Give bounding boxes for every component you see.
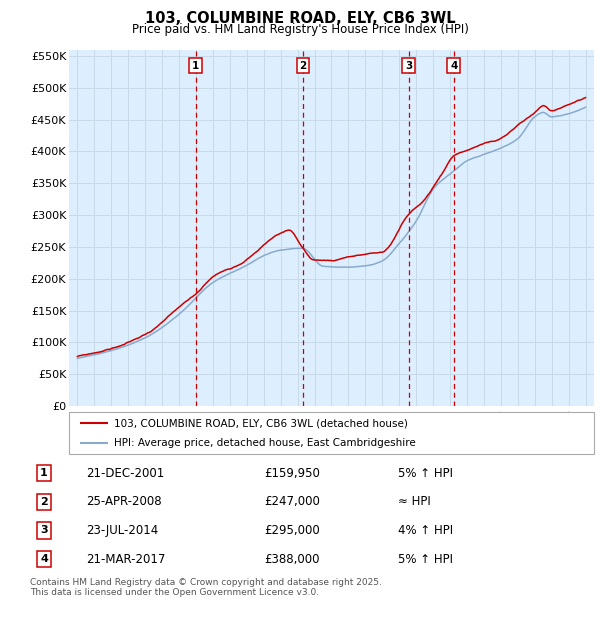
Text: 3: 3	[405, 61, 412, 71]
Text: 103, COLUMBINE ROAD, ELY, CB6 3WL (detached house): 103, COLUMBINE ROAD, ELY, CB6 3WL (detac…	[113, 418, 407, 428]
FancyBboxPatch shape	[69, 412, 594, 454]
Text: 1: 1	[192, 61, 199, 71]
Text: £388,000: £388,000	[265, 552, 320, 565]
Text: 1: 1	[40, 468, 48, 478]
Text: 21-MAR-2017: 21-MAR-2017	[86, 552, 165, 565]
Text: 5% ↑ HPI: 5% ↑ HPI	[398, 552, 453, 565]
Text: 103, COLUMBINE ROAD, ELY, CB6 3WL: 103, COLUMBINE ROAD, ELY, CB6 3WL	[145, 11, 455, 26]
Text: 25-APR-2008: 25-APR-2008	[86, 495, 161, 508]
Text: 3: 3	[40, 526, 48, 536]
Text: 4: 4	[450, 61, 457, 71]
Text: ≈ HPI: ≈ HPI	[398, 495, 431, 508]
Text: £159,950: £159,950	[265, 467, 320, 480]
Text: 4: 4	[40, 554, 48, 564]
Text: £295,000: £295,000	[265, 524, 320, 537]
Text: Contains HM Land Registry data © Crown copyright and database right 2025.
This d: Contains HM Land Registry data © Crown c…	[30, 578, 382, 597]
Text: 23-JUL-2014: 23-JUL-2014	[86, 524, 158, 537]
Text: 5% ↑ HPI: 5% ↑ HPI	[398, 467, 453, 480]
Text: 4% ↑ HPI: 4% ↑ HPI	[398, 524, 454, 537]
Text: 2: 2	[299, 61, 307, 71]
Text: HPI: Average price, detached house, East Cambridgeshire: HPI: Average price, detached house, East…	[113, 438, 415, 448]
Text: Price paid vs. HM Land Registry's House Price Index (HPI): Price paid vs. HM Land Registry's House …	[131, 23, 469, 36]
Text: 2: 2	[40, 497, 48, 507]
Text: £247,000: £247,000	[265, 495, 320, 508]
Text: 21-DEC-2001: 21-DEC-2001	[86, 467, 164, 480]
